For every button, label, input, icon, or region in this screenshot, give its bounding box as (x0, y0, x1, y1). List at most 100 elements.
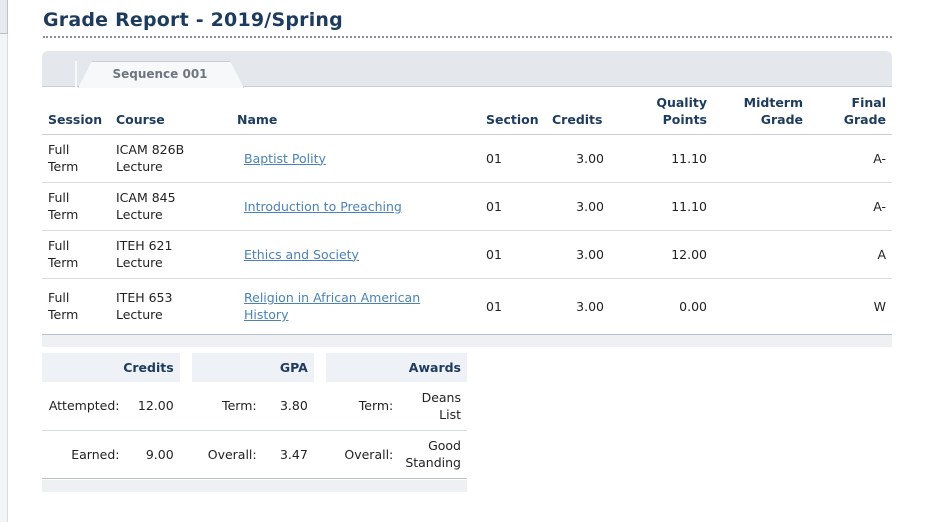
gpa-label: Overall: (191, 430, 263, 479)
cell-credits: 3.00 (546, 230, 610, 279)
header-midterm-grade: Midterm Grade (713, 87, 809, 135)
awards-value: Deans List (399, 382, 467, 431)
cell-final-grade: W (809, 278, 892, 335)
course-name-link[interactable]: Ethics and Society (244, 246, 359, 262)
cell-section: 01 (480, 182, 546, 231)
course-type: Lecture (116, 307, 163, 322)
gpa-summary-footer (42, 480, 467, 492)
gpa-value: 3.47 (262, 430, 314, 479)
grades-table-footer (42, 335, 892, 347)
awards-label: Overall: (325, 430, 400, 479)
credits-value: 12.00 (125, 382, 180, 431)
summary-gap (313, 382, 326, 431)
header-quality-points-line2: Points (662, 111, 707, 127)
header-quality-points-line1: Quality (656, 94, 707, 110)
header-final-grade: Final Grade (809, 87, 892, 135)
credits-label: Earned: (42, 430, 126, 479)
course-name-link[interactable]: Religion in African American History (237, 289, 420, 323)
cell-section: 01 (480, 134, 546, 183)
summary-header-gpa: GPA (191, 353, 314, 382)
session-line1: Full (48, 142, 70, 157)
cell-midterm-grade (713, 278, 809, 335)
cell-course: ITEH 653 Lecture (110, 278, 231, 335)
cell-midterm-grade (713, 134, 809, 183)
header-final-grade-line2: Grade (843, 111, 886, 127)
cell-credits: 3.00 (546, 182, 610, 231)
header-quality-points: Quality Points (610, 87, 713, 135)
tab-sequence-001-label[interactable]: Sequence 001 (112, 67, 208, 81)
header-credits: Credits (546, 87, 610, 135)
course-type: Lecture (116, 159, 163, 174)
credits-value: 9.00 (125, 430, 180, 479)
gpa-label: Term: (191, 382, 263, 431)
session-line1: Full (48, 290, 70, 305)
session-line2: Term (48, 207, 79, 222)
summary-gap (313, 430, 326, 479)
summary-header-divider (313, 353, 326, 382)
course-name-link[interactable]: Baptist Polity (244, 150, 326, 166)
cell-quality-points: 11.10 (610, 134, 713, 183)
awards-value-line2: List (439, 406, 461, 422)
course-code: ITEH 653 (116, 290, 173, 305)
cell-final-grade: A- (809, 182, 892, 231)
cell-session: Full Term (42, 134, 110, 183)
session-line1: Full (48, 238, 70, 253)
session-line2: Term (48, 159, 79, 174)
summary-header-row: Credits GPA Awards (42, 353, 467, 382)
course-code: ICAM 845 (116, 190, 176, 205)
cell-section: 01 (480, 278, 546, 335)
cell-credits: 3.00 (546, 134, 610, 183)
table-row: Full Term ICAM 826B Lecture Baptist Polity… (42, 134, 892, 183)
cell-session: Full Term (42, 230, 110, 279)
summary-row: Earned: 9.00 Overall: 3.47 Overall: Good… (42, 430, 467, 479)
cell-name: Ethics and Society (231, 230, 480, 279)
awards-value-line1: Good (428, 438, 461, 453)
cell-course: ITEH 621 Lecture (110, 230, 231, 279)
gpa-value: 3.80 (262, 382, 314, 431)
summary-header-credits: Credits (42, 353, 180, 382)
tab-bar-notch (75, 61, 77, 87)
cell-final-grade: A (809, 230, 892, 279)
cell-session: Full Term (42, 278, 110, 335)
course-type: Lecture (116, 255, 163, 270)
header-midterm-grade-line2: Grade (760, 111, 803, 127)
header-course: Course (110, 87, 231, 135)
cell-name: Religion in African American History (231, 278, 480, 335)
title-divider (43, 36, 892, 38)
awards-label: Term: (325, 382, 400, 431)
cell-name: Baptist Polity (231, 134, 480, 183)
gpa-summary-table: Credits GPA Awards Attempted: 12.00 Term… (42, 353, 467, 479)
cell-course: ICAM 826B Lecture (110, 134, 231, 183)
cell-midterm-grade (713, 182, 809, 231)
grades-table: Session Course Name Section Credits Qual… (42, 87, 892, 335)
header-midterm-grade-line1: Midterm (743, 94, 803, 110)
awards-value-line1: Deans (421, 389, 461, 405)
cell-credits: 3.00 (546, 278, 610, 335)
left-panel-tab (0, 0, 8, 34)
cell-quality-points: 12.00 (610, 230, 713, 279)
course-name-line2[interactable]: History (244, 307, 289, 322)
course-code: ITEH 621 (116, 238, 173, 253)
summary-header-divider (179, 353, 192, 382)
cell-course: ICAM 845 Lecture (110, 182, 231, 231)
header-final-grade-line1: Final (851, 94, 886, 110)
summary-gap (179, 430, 192, 479)
tab-sequence-001[interactable] (78, 61, 244, 88)
cell-name: Introduction to Preaching (231, 182, 480, 231)
table-row: Full Term ITEH 621 Lecture Ethics and Soci… (42, 230, 892, 279)
header-session: Session (42, 87, 110, 135)
session-line2: Term (48, 307, 79, 322)
course-name-link[interactable]: Introduction to Preaching (244, 198, 402, 214)
awards-value-line2: Standing (405, 455, 461, 470)
summary-header-awards: Awards (325, 353, 467, 382)
header-name: Name (231, 87, 480, 135)
course-name-line1[interactable]: Religion in African American (244, 290, 421, 305)
cell-midterm-grade (713, 230, 809, 279)
cell-final-grade: A- (809, 134, 892, 183)
cell-session: Full Term (42, 182, 110, 231)
header-section: Section (480, 87, 546, 135)
credits-label: Attempted: (42, 382, 126, 431)
cell-quality-points: 11.10 (610, 182, 713, 231)
cell-section: 01 (480, 230, 546, 279)
course-type: Lecture (116, 207, 163, 222)
